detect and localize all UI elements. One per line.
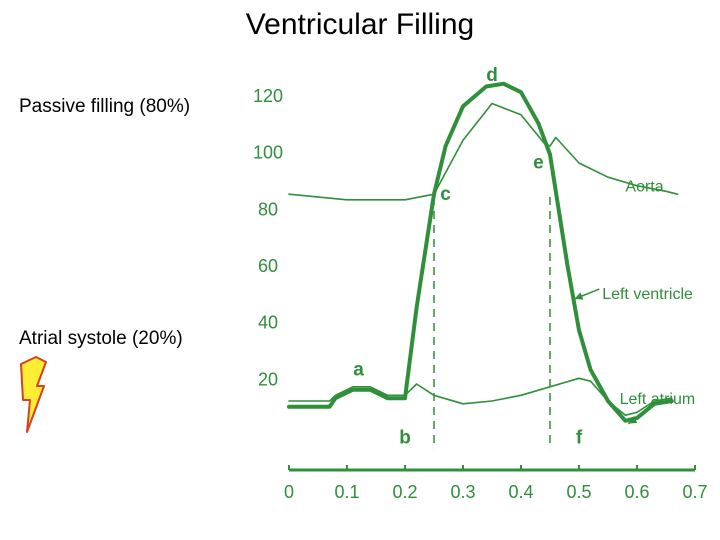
chart-series xyxy=(287,81,679,423)
aorta-curve xyxy=(288,102,679,201)
x-tick-label: 0.7 xyxy=(682,482,707,502)
chart-axes: 20 40 60 80 100 120 0 0.1 0.2 0.3 0.4 0.5 0.6 0.7 xyxy=(253,86,708,502)
point-label-c: c xyxy=(440,184,451,205)
x-tick-label: 0.1 xyxy=(334,482,359,502)
slide-title: Ventricular Filling xyxy=(245,8,475,41)
left-ventricle-curve xyxy=(287,81,674,423)
series-label: Left ventricle xyxy=(602,286,693,303)
x-tick-label: 0.5 xyxy=(566,482,591,502)
left-atrium-curve xyxy=(288,377,673,416)
y-tick-label: 40 xyxy=(258,313,278,333)
point-label-e: e xyxy=(533,153,544,174)
left-ventricle-pointer-head xyxy=(574,292,584,300)
point-label-a: a xyxy=(353,360,364,381)
y-tick-label: 80 xyxy=(258,199,278,219)
y-tick-label: 120 xyxy=(253,86,283,106)
series-label: Left atrium xyxy=(620,391,696,408)
left-atrium-pointer-head xyxy=(628,416,638,424)
y-tick-label: 60 xyxy=(258,256,278,276)
lightning-bolt-icon xyxy=(20,356,47,433)
atrial-systole-label: Atrial systole (20%) xyxy=(19,328,183,349)
passive-filling-label: Passive filling (80%) xyxy=(19,96,191,117)
x-tick-label: 0.4 xyxy=(508,482,533,502)
y-tick-label: 100 xyxy=(253,143,283,163)
point-label-f: f xyxy=(576,428,583,449)
x-tick-label: 0.2 xyxy=(392,482,417,502)
series-label: Aorta xyxy=(625,178,663,195)
x-tick-label: 0.3 xyxy=(450,482,475,502)
point-label-d: d xyxy=(486,65,498,86)
y-tick-label: 20 xyxy=(258,369,278,389)
point-label-b: b xyxy=(399,428,411,449)
x-tick-label: 0.6 xyxy=(624,482,649,502)
dashed-markers xyxy=(433,197,551,450)
x-tick-label: 0 xyxy=(284,482,294,502)
chart-labels: a b c d e f Aorta Left ventricle Left atrium xyxy=(353,65,695,449)
